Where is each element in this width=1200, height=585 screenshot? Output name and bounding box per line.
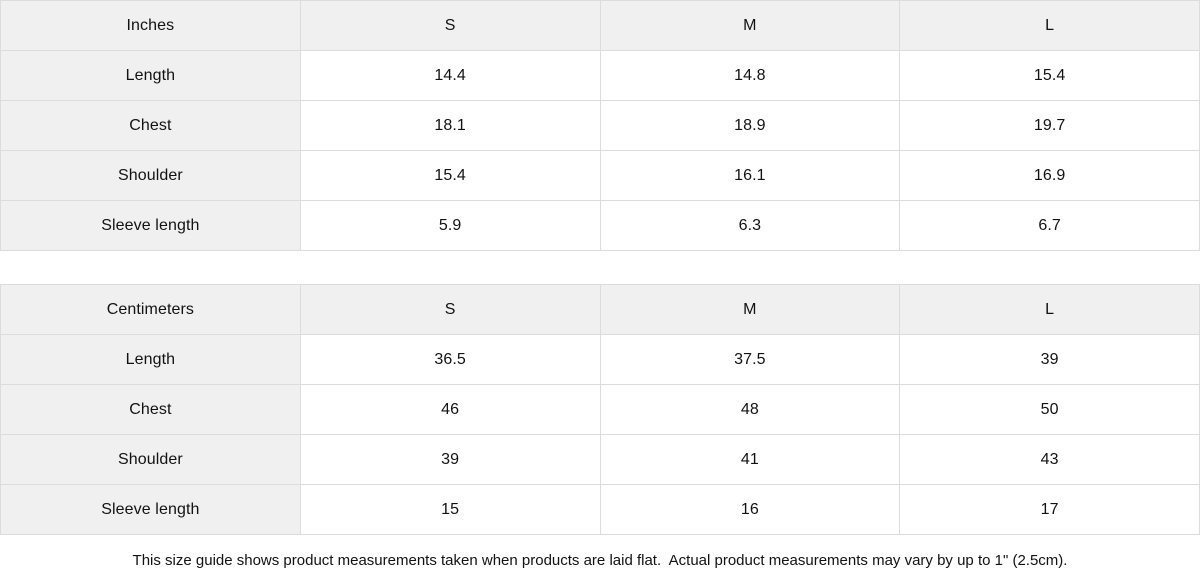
measurement-value-cell: 6.7 [899,200,1200,251]
inches-header-row: Inches S M L [0,0,1200,51]
size-header-cell-m: M [599,0,901,51]
measurement-label-cell: Sleeve length [0,484,301,535]
table-row: Shoulder 15.4 16.1 16.9 [0,150,1200,201]
table-row: Shoulder 39 41 43 [0,434,1200,485]
unit-header-cell: Centimeters [0,284,301,335]
table-row: Sleeve length 5.9 6.3 6.7 [0,200,1200,251]
size-header-cell-m: M [599,284,901,335]
table-row: Sleeve length 15 16 17 [0,484,1200,535]
table-row: Chest 18.1 18.9 19.7 [0,100,1200,151]
measurement-value-cell: 39 [299,434,601,485]
measurement-value-cell: 18.1 [299,100,601,151]
measurement-label-cell: Chest [0,100,301,151]
measurement-value-cell: 16.9 [899,150,1200,201]
measurement-value-cell: 36.5 [299,334,601,385]
measurement-label-cell: Shoulder [0,150,301,201]
measurement-value-cell: 37.5 [599,334,901,385]
measurement-value-cell: 17 [899,484,1200,535]
size-guide-centimeters-table: Centimeters S M L Length 36.5 37.5 39 Ch… [0,284,1200,535]
measurement-value-cell: 14.8 [599,50,901,101]
measurement-value-cell: 15 [299,484,601,535]
table-row: Length 14.4 14.8 15.4 [0,50,1200,101]
size-guide-inches-table: Inches S M L Length 14.4 14.8 15.4 Chest… [0,0,1200,251]
measurement-label-cell: Shoulder [0,434,301,485]
measurement-value-cell: 6.3 [599,200,901,251]
measurement-label-cell: Sleeve length [0,200,301,251]
centimeters-header-row: Centimeters S M L [0,284,1200,335]
measurement-value-cell: 15.4 [299,150,601,201]
size-header-cell-s: S [299,0,601,51]
measurement-label-cell: Length [0,334,301,385]
measurement-label-cell: Length [0,50,301,101]
table-row: Chest 46 48 50 [0,384,1200,435]
measurement-value-cell: 46 [299,384,601,435]
table-spacer [0,251,1200,284]
measurement-value-cell: 14.4 [299,50,601,101]
measurement-label-cell: Chest [0,384,301,435]
size-header-cell-s: S [299,284,601,335]
size-header-cell-l: L [899,284,1200,335]
measurement-value-cell: 19.7 [899,100,1200,151]
measurement-value-cell: 41 [599,434,901,485]
measurement-value-cell: 50 [899,384,1200,435]
measurement-value-cell: 5.9 [299,200,601,251]
table-row: Length 36.5 37.5 39 [0,334,1200,385]
size-header-cell-l: L [899,0,1200,51]
size-guide-disclaimer: This size guide shows product measuremen… [0,535,1200,585]
measurement-value-cell: 43 [899,434,1200,485]
measurement-value-cell: 39 [899,334,1200,385]
unit-header-cell: Inches [0,0,301,51]
measurement-value-cell: 18.9 [599,100,901,151]
measurement-value-cell: 48 [599,384,901,435]
measurement-value-cell: 16 [599,484,901,535]
measurement-value-cell: 15.4 [899,50,1200,101]
measurement-value-cell: 16.1 [599,150,901,201]
